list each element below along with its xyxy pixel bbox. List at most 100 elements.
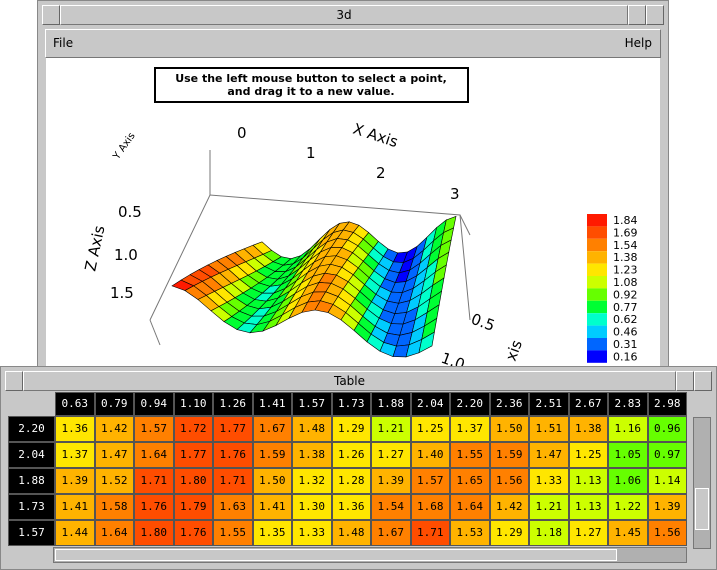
table-cell[interactable]: 1.52 [94,468,134,494]
table-cell[interactable]: 1.40 [410,442,450,468]
table-cell[interactable]: 1.29 [489,520,529,546]
table-cell[interactable]: 1.39 [55,468,95,494]
table-cell[interactable]: 1.71 [134,468,174,494]
minimize-button[interactable] [676,371,694,391]
colorbar-label: 1.69 [613,226,638,239]
table-cell[interactable]: 0.96 [647,416,687,442]
z-tick-label: 1.0 [114,246,138,264]
table-cell[interactable]: 1.50 [252,468,292,494]
table-cell[interactable]: 1.13 [568,468,608,494]
table-cell[interactable]: 1.53 [450,520,490,546]
window-menu-button[interactable] [42,5,60,25]
table-cell[interactable]: 1.39 [371,468,411,494]
table-cell[interactable]: 1.25 [410,416,450,442]
table-cell[interactable]: 1.45 [608,520,648,546]
table-cell[interactable]: 1.48 [292,416,332,442]
table-cell[interactable]: 1.64 [94,520,134,546]
table-cell[interactable]: 1.63 [213,494,253,520]
table-cell[interactable]: 1.14 [647,468,687,494]
table-cell[interactable]: 1.33 [292,520,332,546]
z-axis-label: Z Axis [81,224,108,273]
table-cell[interactable]: 1.21 [529,494,569,520]
window-menu-button[interactable] [5,371,23,391]
maximize-button[interactable] [694,371,712,391]
table-cell[interactable]: 1.67 [371,520,411,546]
table-cell[interactable]: 1.29 [331,416,371,442]
table-cell[interactable]: 1.65 [450,468,490,494]
table-cell[interactable]: 1.47 [94,442,134,468]
table-cell[interactable]: 1.21 [371,416,411,442]
table-cell[interactable]: 1.72 [173,416,213,442]
table-cell[interactable]: 1.30 [292,494,332,520]
minimize-button[interactable] [628,5,646,25]
scroll-thumb[interactable] [695,488,709,530]
table-cell[interactable]: 1.51 [529,416,569,442]
table-cell[interactable]: 1.18 [529,520,569,546]
table-cell[interactable]: 1.64 [134,442,174,468]
table-cell[interactable]: 1.35 [252,520,292,546]
table-cell[interactable]: 1.48 [331,520,371,546]
table-cell[interactable]: 1.71 [213,468,253,494]
table-cell[interactable]: 1.25 [568,442,608,468]
table-cell[interactable]: 1.76 [173,520,213,546]
table-cell[interactable]: 1.36 [331,494,371,520]
table-cell[interactable]: 1.38 [568,416,608,442]
table-cell[interactable]: 1.44 [55,520,95,546]
colorbar-label: 0.92 [613,288,638,301]
table-cell[interactable]: 1.28 [331,468,371,494]
vertical-scrollbar[interactable] [693,417,711,549]
horizontal-scrollbar[interactable] [53,547,687,563]
table-cell[interactable]: 1.27 [371,442,411,468]
scroll-thumb[interactable] [55,549,617,561]
table-cell[interactable]: 1.77 [173,442,213,468]
colorbar-label: 0.16 [613,350,638,363]
table-cell[interactable]: 1.57 [134,416,174,442]
table-cell[interactable]: 1.41 [252,494,292,520]
table-cell[interactable]: 1.38 [292,442,332,468]
table-cell[interactable]: 1.79 [173,494,213,520]
table-cell[interactable]: 1.68 [410,494,450,520]
table-cell[interactable]: 1.56 [489,468,529,494]
table-cell[interactable]: 1.16 [608,416,648,442]
table-cell[interactable]: 1.77 [213,416,253,442]
table-cell[interactable]: 1.80 [173,468,213,494]
colorbar-label: 0.77 [613,301,638,314]
table-cell[interactable]: 0.97 [647,442,687,468]
table-cell[interactable]: 1.36 [55,416,95,442]
menu-file[interactable]: File [53,36,74,50]
table-cell[interactable]: 1.80 [134,520,174,546]
table-cell[interactable]: 1.06 [608,468,648,494]
maximize-button[interactable] [646,5,664,25]
table-cell[interactable]: 1.26 [331,442,371,468]
table-cell[interactable]: 1.33 [529,468,569,494]
table-cell[interactable]: 1.71 [410,520,450,546]
column-header: 1.57 [292,392,332,416]
table-cell[interactable]: 1.58 [94,494,134,520]
table-cell[interactable]: 1.27 [568,520,608,546]
table-cell[interactable]: 1.05 [608,442,648,468]
table-cell[interactable]: 1.76 [213,442,253,468]
table-cell[interactable]: 1.76 [134,494,174,520]
table-cell[interactable]: 1.57 [410,468,450,494]
table-cell[interactable]: 1.55 [450,442,490,468]
table-cell[interactable]: 1.54 [371,494,411,520]
table-cell[interactable]: 1.56 [647,520,687,546]
table-cell[interactable]: 1.59 [252,442,292,468]
table-cell[interactable]: 1.39 [647,494,687,520]
table-cell[interactable]: 1.32 [292,468,332,494]
menu-help[interactable]: Help [624,36,652,50]
table-cell[interactable]: 1.59 [489,442,529,468]
table-cell[interactable]: 1.55 [213,520,253,546]
table-cell[interactable]: 1.37 [450,416,490,442]
colorbar-swatch [587,238,607,252]
table-cell[interactable]: 1.37 [55,442,95,468]
table-cell[interactable]: 1.47 [529,442,569,468]
table-cell[interactable]: 1.41 [55,494,95,520]
table-cell[interactable]: 1.22 [608,494,648,520]
table-cell[interactable]: 1.67 [252,416,292,442]
table-cell[interactable]: 1.13 [568,494,608,520]
table-cell[interactable]: 1.42 [94,416,134,442]
table-cell[interactable]: 1.42 [489,494,529,520]
table-cell[interactable]: 1.64 [450,494,490,520]
table-cell[interactable]: 1.50 [489,416,529,442]
